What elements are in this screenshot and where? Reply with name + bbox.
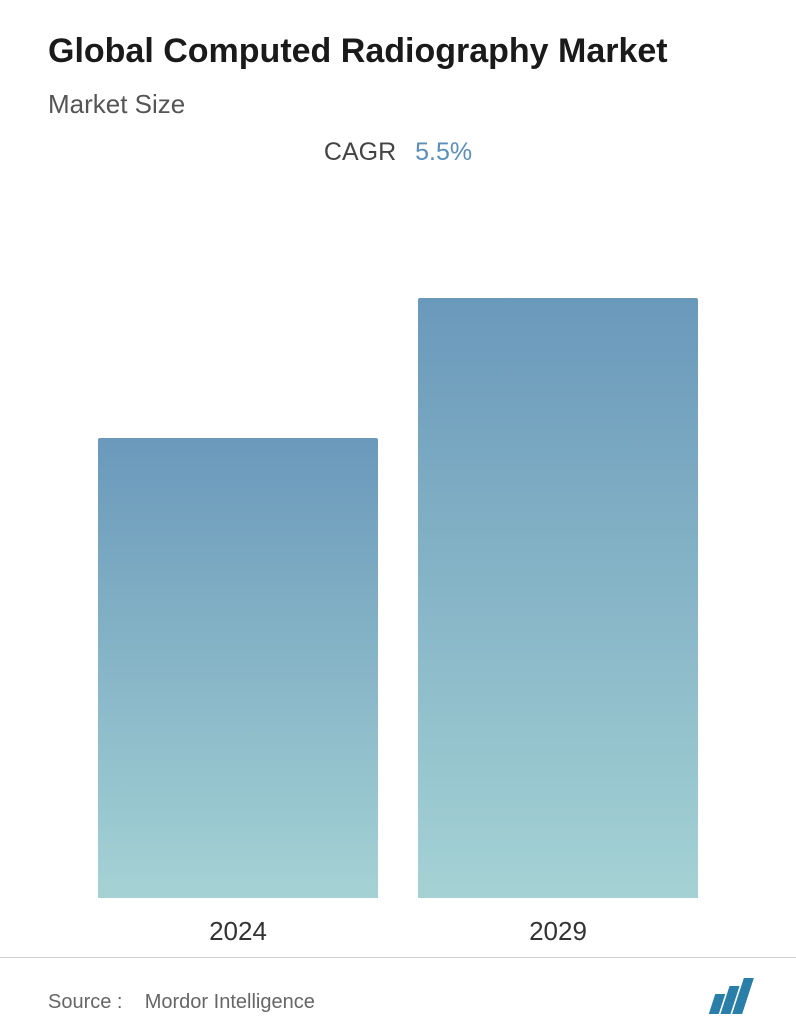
cagr-label: CAGR bbox=[324, 138, 396, 166]
bar-2029 bbox=[418, 298, 698, 898]
source-label: Source : bbox=[48, 991, 122, 1013]
source-name: Mordor Intelligence bbox=[145, 991, 315, 1013]
chart-title: Global Computed Radiography Market bbox=[48, 30, 748, 73]
bar-group-0: 2024 bbox=[98, 438, 378, 947]
bar-2024 bbox=[98, 438, 378, 898]
bar-group-1: 2029 bbox=[418, 298, 698, 947]
chart-container: Global Computed Radiography Market Marke… bbox=[0, 0, 796, 1034]
chart-area: 2024 2029 bbox=[48, 197, 748, 948]
bar-label-2029: 2029 bbox=[529, 916, 587, 947]
bar-label-2024: 2024 bbox=[209, 916, 267, 947]
cagr-value: 5.5% bbox=[415, 138, 472, 166]
source-text: Source : Mordor Intelligence bbox=[48, 991, 315, 1014]
footer: Source : Mordor Intelligence bbox=[48, 958, 748, 1014]
chart-subtitle: Market Size bbox=[48, 89, 748, 120]
mordor-logo-icon bbox=[712, 978, 748, 1014]
cagr-row: CAGR 5.5% bbox=[48, 138, 748, 167]
